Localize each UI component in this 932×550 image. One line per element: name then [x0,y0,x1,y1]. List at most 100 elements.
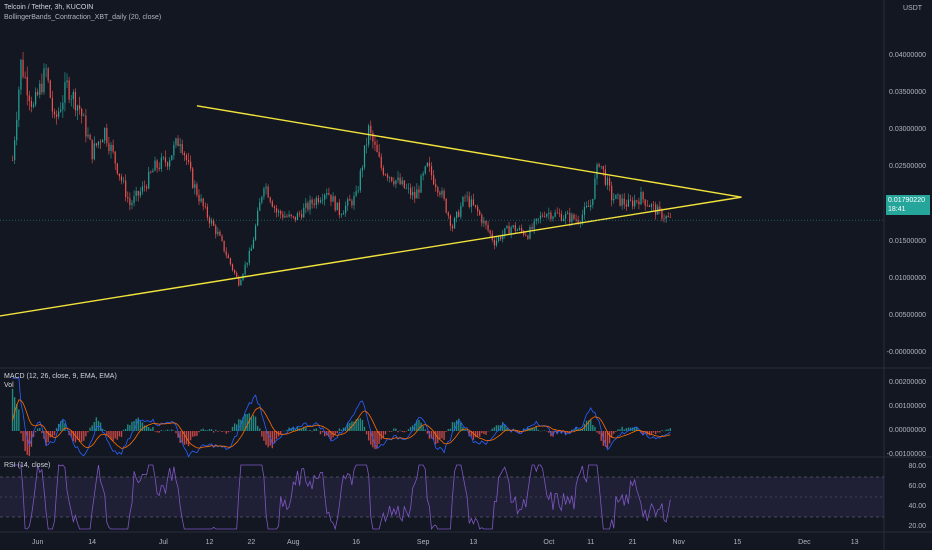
macd-histogram-bar [252,415,255,431]
macd-histogram-bar [439,431,441,439]
macd-histogram-bar [196,431,198,436]
candle-body [617,194,619,196]
candle-body [275,208,278,213]
macd-histogram-bar [271,431,274,449]
candle-body [206,206,208,218]
rsi-tick-label: 60.00 [908,483,926,490]
candle-body [328,193,330,195]
candle-body [428,162,431,167]
candle-body [194,184,196,188]
price-tick-label: 0.03000000 [889,126,926,134]
macd-histogram-bar [445,431,447,432]
candle-body [646,205,648,207]
candle-body [110,144,112,151]
macd-histogram-bar [590,419,592,431]
macd-histogram-bar [349,422,351,431]
candle-body [345,205,347,213]
candle-body [160,157,162,169]
macd-histogram-bar [592,424,594,431]
candle-body [18,89,20,120]
candle-body [146,186,148,189]
vol-label: Vol [4,382,14,389]
macd-histogram-bar [468,431,470,437]
macd-histogram-bar [150,428,152,431]
candle-body [481,214,483,224]
candle-body [68,80,70,100]
macd-histogram-bar [600,431,602,441]
macd-histogram-bar [256,425,259,431]
macd-histogram-bar [242,417,244,431]
candle-body [248,250,250,263]
candle-body [143,186,146,188]
macd-histogram-bar [78,431,81,442]
macd-histogram-bar [552,431,554,437]
macd-histogram-bar [296,427,299,431]
macd-histogram-bar [101,428,104,431]
macd-histogram-bar [453,422,456,431]
candle-body [424,166,426,174]
macd-histogram-bar [554,431,556,432]
macd-histogram-bar [665,429,667,431]
candle-body [615,194,617,199]
macd-histogram-bar [39,428,41,431]
candle-body [571,214,573,222]
macd-histogram-bar [60,421,62,431]
macd-histogram-bar [24,431,26,452]
candle-body [487,224,489,231]
candle-body [215,225,217,235]
candle-body [433,175,435,185]
candle-body [443,190,445,199]
macd-histogram-bar [328,431,330,438]
candle-body [114,151,116,164]
macd-histogram-bar [382,431,385,439]
macd-histogram-bar [357,419,359,431]
candle-body [60,109,62,112]
candle-body [288,214,290,217]
macd-histogram-bar [393,428,395,431]
candle-body [227,255,229,259]
macd-histogram-bar [137,417,139,431]
candle-body [535,218,537,221]
macd-tick-label: 0.00100000 [889,403,926,410]
time-tick-label: 21 [628,539,637,546]
macd-histogram-bar [627,427,630,431]
macd-histogram-bar [129,425,131,431]
time-tick-label: 11 [587,539,595,546]
macd-histogram-bar [133,421,135,431]
macd-histogram-bar [248,413,250,431]
candle-body [558,213,560,214]
candle-body [221,235,223,241]
candle-body [625,204,627,207]
macd-histogram-bar [388,431,391,432]
candle-body [200,198,202,202]
candle-body [290,214,292,217]
time-tick-label: 12 [205,539,214,546]
macd-histogram-bar [516,431,519,433]
candle-body [49,80,51,98]
macd-histogram-bar [422,425,424,431]
candle-body [567,212,569,215]
candle-body [529,227,531,239]
macd-histogram-bar [106,431,108,436]
macd-histogram-bar [323,431,326,437]
candle-body [592,198,594,206]
macd-histogram-bar [367,431,370,441]
candle-body [93,143,95,160]
macd-histogram-bar [407,429,410,431]
candle-body [361,167,363,171]
candle-body [395,180,397,185]
candle-body [95,143,97,146]
candle-body [41,83,43,93]
macd-histogram-bar [189,431,192,441]
macd-histogram-bar [447,429,449,431]
macd-histogram-bar [508,430,510,431]
macd-histogram-bar [642,431,644,435]
candle-body [204,206,206,207]
candle-body [636,200,638,202]
candle-body [311,199,313,204]
candle-body [64,82,66,103]
candle-body [342,212,345,215]
candle-body [269,197,271,202]
candle-body [340,214,343,216]
